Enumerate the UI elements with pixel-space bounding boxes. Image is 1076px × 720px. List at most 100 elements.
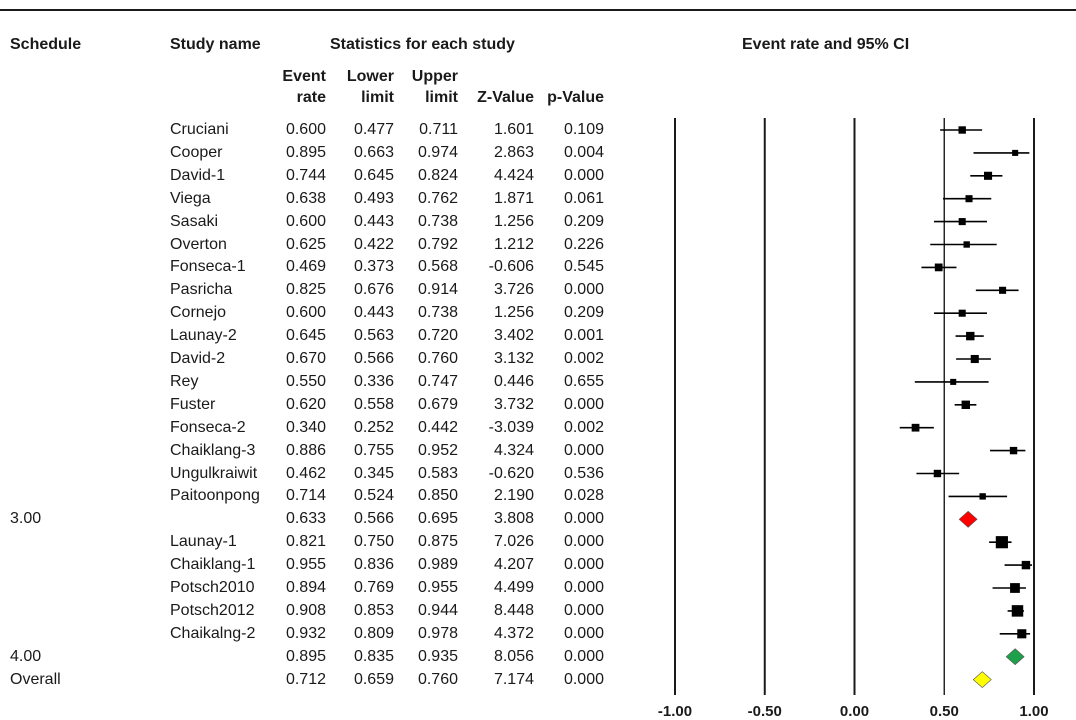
event-rate-cell: 0.895 bbox=[285, 647, 326, 665]
z-value-cell: 3.808 bbox=[493, 510, 534, 528]
study-point-marker bbox=[950, 378, 957, 385]
lower-limit-cell: 0.809 bbox=[353, 624, 394, 642]
schedule-label: Overall bbox=[10, 670, 61, 688]
event-rate-cell: 0.462 bbox=[285, 464, 326, 482]
event-rate-cell: 0.908 bbox=[285, 601, 326, 619]
p-value-cell: 0.000 bbox=[563, 670, 604, 688]
schedule-header: Schedule bbox=[10, 36, 82, 53]
study-name-cell: Sasaki bbox=[170, 212, 219, 230]
z-value-cell: 4.207 bbox=[493, 556, 534, 574]
lower-limit-cell: 0.252 bbox=[353, 418, 394, 436]
lower-limit-cell: 0.443 bbox=[353, 304, 394, 322]
study-name-cell: Paitoonpong bbox=[170, 487, 260, 505]
z-value-cell: 8.448 bbox=[493, 601, 534, 619]
study-point-marker bbox=[1010, 583, 1020, 593]
upper-limit-cell: 0.989 bbox=[417, 556, 458, 574]
upper-limit-cell: 0.760 bbox=[417, 670, 458, 688]
study-name-cell: Launay-2 bbox=[170, 327, 237, 345]
upper-limit-header-line1: Upper bbox=[411, 68, 458, 85]
p-value-cell: 0.545 bbox=[563, 258, 604, 276]
p-value-cell: 0.000 bbox=[563, 624, 604, 642]
z-value-cell: -0.606 bbox=[488, 258, 534, 276]
study-name-cell: Pasricha bbox=[170, 281, 233, 299]
p-value-cell: 0.002 bbox=[563, 418, 604, 436]
lower-limit-cell: 0.422 bbox=[353, 235, 394, 253]
study-name-cell: Cornejo bbox=[170, 304, 227, 322]
z-value-cell: 3.132 bbox=[493, 350, 534, 367]
study-name-cell: Overton bbox=[170, 235, 227, 253]
upper-limit-cell: 0.442 bbox=[417, 418, 458, 436]
x-tick-label: 0.50 bbox=[930, 703, 959, 720]
event-rate-cell: 0.633 bbox=[285, 510, 326, 528]
lower-limit-cell: 0.659 bbox=[353, 670, 394, 688]
p-value-cell: 0.000 bbox=[563, 166, 604, 184]
event-rate-header-line2: rate bbox=[296, 89, 326, 106]
z-value-cell: -0.620 bbox=[488, 464, 534, 482]
p-value-cell: 0.655 bbox=[563, 372, 604, 390]
top-rule bbox=[0, 9, 1076, 11]
study-point-marker bbox=[970, 354, 979, 364]
event-rate-cell: 0.821 bbox=[285, 533, 326, 551]
x-tick-label: -1.00 bbox=[658, 703, 692, 720]
event-rate-cell: 0.620 bbox=[285, 395, 326, 413]
study-point-marker bbox=[1021, 560, 1031, 570]
lower-limit-cell: 0.853 bbox=[353, 601, 394, 619]
z-value-cell: 4.324 bbox=[493, 441, 534, 459]
study-point-marker bbox=[1017, 629, 1027, 639]
upper-limit-header-line2: limit bbox=[425, 89, 458, 106]
event-rate-cell: 0.600 bbox=[285, 212, 326, 230]
study-name-cell: Chaikalng-2 bbox=[170, 624, 256, 642]
lower-limit-cell: 0.558 bbox=[353, 395, 394, 413]
lower-limit-cell: 0.836 bbox=[353, 556, 394, 574]
upper-limit-cell: 0.679 bbox=[417, 395, 458, 413]
upper-limit-cell: 0.792 bbox=[417, 235, 458, 253]
study-point-marker bbox=[1009, 446, 1018, 455]
study-name-cell: Rey bbox=[170, 372, 199, 390]
study-name-cell: Chaiklang-1 bbox=[170, 556, 256, 574]
z-value-cell: 7.026 bbox=[493, 533, 534, 551]
study-name-cell: Fonseca-1 bbox=[170, 258, 246, 276]
p-value-cell: 0.226 bbox=[563, 235, 604, 253]
z-value-cell: 4.372 bbox=[493, 624, 534, 642]
summary-diamond bbox=[958, 510, 978, 528]
p-value-cell: 0.000 bbox=[563, 579, 604, 596]
study-point-marker bbox=[966, 331, 975, 341]
z-value-cell: 4.499 bbox=[493, 579, 534, 596]
p-value-cell: 0.028 bbox=[563, 487, 604, 505]
schedule-label: 3.00 bbox=[10, 510, 42, 528]
z-value-cell: 2.863 bbox=[493, 143, 534, 161]
z-value-cell: 7.174 bbox=[493, 670, 534, 688]
study-name-cell: David-2 bbox=[170, 350, 226, 367]
study-point-marker bbox=[1012, 149, 1019, 156]
event-rate-cell: 0.895 bbox=[285, 143, 326, 161]
upper-limit-cell: 0.738 bbox=[417, 304, 458, 322]
study-name-cell: Viega bbox=[170, 189, 211, 207]
z-value-cell: 1.871 bbox=[493, 189, 534, 207]
study-name-cell: Ungulkraiwit bbox=[170, 464, 258, 482]
event-rate-cell: 0.744 bbox=[285, 166, 326, 184]
p-value-cell: 0.000 bbox=[563, 601, 604, 619]
study-name-cell: Potsch2012 bbox=[170, 601, 255, 619]
p-value-cell: 0.000 bbox=[563, 510, 604, 528]
upper-limit-cell: 0.875 bbox=[417, 533, 458, 551]
event-rate-cell: 0.340 bbox=[285, 418, 326, 436]
study-name-cell: David-1 bbox=[170, 166, 226, 184]
event-rate-cell: 0.600 bbox=[285, 304, 326, 322]
lower-limit-cell: 0.443 bbox=[353, 212, 394, 230]
study-point-marker bbox=[979, 493, 986, 500]
lower-limit-cell: 0.345 bbox=[353, 464, 394, 482]
upper-limit-cell: 0.974 bbox=[417, 143, 458, 161]
upper-limit-cell: 0.762 bbox=[417, 189, 458, 207]
event-rate-cell: 0.932 bbox=[285, 624, 326, 642]
study-point-marker bbox=[963, 241, 970, 248]
study-name-cell: Fuster bbox=[170, 395, 216, 413]
lower-limit-cell: 0.566 bbox=[353, 510, 394, 528]
p-value-cell: 0.000 bbox=[563, 441, 604, 459]
upper-limit-cell: 0.695 bbox=[417, 510, 458, 528]
lower-limit-cell: 0.750 bbox=[353, 533, 394, 551]
z-value-cell: 3.732 bbox=[493, 395, 534, 413]
event-rate-cell: 0.600 bbox=[285, 121, 326, 138]
p-value-cell: 0.001 bbox=[563, 327, 604, 345]
upper-limit-cell: 0.952 bbox=[417, 441, 458, 459]
study-name-cell: Potsch2010 bbox=[170, 579, 255, 596]
